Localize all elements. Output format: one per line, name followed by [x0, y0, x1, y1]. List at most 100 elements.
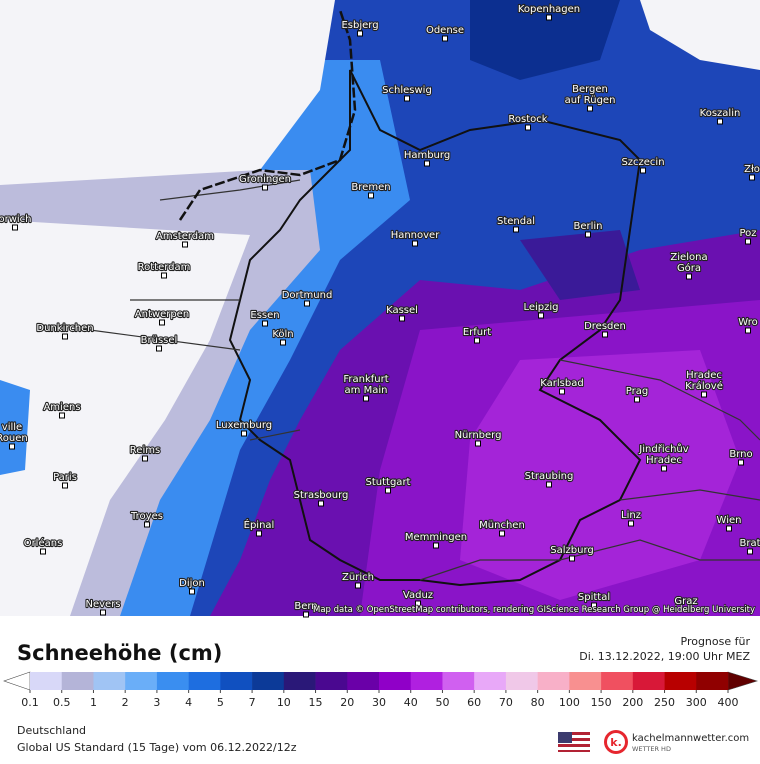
sea: [640, 0, 760, 70]
city-marker: [189, 588, 195, 595]
city-label: Hradec: [646, 455, 682, 466]
city-label: Luxemburg: [216, 420, 272, 431]
city-label: Épinal: [244, 518, 275, 531]
colorbar-tick-label: 80: [531, 696, 545, 709]
colorbar-tick-label: 5: [217, 696, 224, 709]
city-label: Erfurt: [463, 327, 491, 338]
colorbar-segment: [93, 672, 126, 690]
colorbar-tick-label: 15: [309, 696, 323, 709]
city-label: Kopenhagen: [518, 4, 580, 15]
colorbar-segment: [410, 672, 443, 690]
colorbar-tick-label: 60: [467, 696, 481, 709]
city-marker: [442, 35, 448, 42]
city-marker: [475, 440, 481, 447]
city-marker: [525, 124, 531, 131]
colorbar-tick-label: 250: [654, 696, 675, 709]
city-marker: [546, 14, 552, 21]
city-marker: [738, 459, 744, 466]
city-label: Köln: [272, 329, 293, 340]
city-label: Orléans: [24, 537, 63, 549]
city-marker: [368, 192, 374, 199]
city-marker: [559, 388, 565, 395]
brand-logo: [607, 733, 625, 751]
colorbar-tick-label: 3: [153, 696, 160, 709]
city-label: Antwerpen: [135, 309, 189, 320]
city-label: Kassel: [386, 305, 418, 316]
city-label: Rotterdam: [138, 262, 191, 273]
city-label: Zielona: [670, 252, 707, 263]
colorbar-segment: [252, 672, 285, 690]
city-marker: [385, 487, 391, 494]
city-marker: [144, 521, 150, 528]
city-label: Jindřichův: [638, 443, 688, 455]
city-label: Dortmund: [282, 290, 333, 301]
city-label: am Main: [345, 385, 388, 396]
city-marker: [591, 602, 597, 609]
city-label: Straubing: [525, 471, 574, 482]
city-marker: [726, 525, 732, 532]
city-marker: [686, 273, 692, 280]
colorbar-tick-label: 20: [340, 696, 354, 709]
city-marker: [546, 481, 552, 488]
city-label: Brüssel: [141, 335, 178, 346]
snow-area: [470, 0, 620, 80]
colorbar-segment: [220, 672, 253, 690]
city-marker: [587, 105, 593, 112]
city-label: Reims: [130, 445, 160, 456]
city-marker: [628, 520, 634, 527]
colorbar-tick-label: 40: [404, 696, 418, 709]
city-label: Nürnberg: [455, 430, 502, 441]
colorbar-segment: [696, 672, 729, 690]
city-label: Graz: [674, 596, 697, 607]
city-marker: [161, 272, 167, 279]
city-marker: [355, 582, 361, 589]
city-marker: [745, 238, 751, 245]
city-label: Schleswig: [382, 85, 432, 96]
city-marker: [142, 455, 148, 462]
colorbar-segment: [632, 672, 665, 690]
forecast-label: Prognose für: [681, 635, 751, 648]
city-marker: [62, 482, 68, 489]
flag: [558, 732, 590, 752]
city-marker: [304, 300, 310, 307]
city-label: Amsterdam: [156, 231, 214, 242]
brand-name[interactable]: kachelmannwetter.com: [632, 733, 749, 744]
city-label: Góra: [677, 262, 701, 274]
city-marker: [12, 224, 18, 231]
colorbar-segment: [156, 672, 189, 690]
city-label: Memmingen: [405, 532, 467, 543]
city-marker: [415, 600, 421, 607]
city-label: Zło: [744, 164, 760, 175]
city-label: Prag: [626, 386, 648, 397]
city-marker: [262, 184, 268, 191]
brand-logo-letter: k.: [610, 736, 622, 749]
borders: [89, 9, 760, 587]
colorbar-segment: [505, 672, 538, 690]
city-label: Odense: [426, 25, 464, 36]
city-label: Nevers: [85, 599, 120, 610]
city-label: Berlin: [573, 221, 602, 232]
city-marker: [513, 226, 519, 233]
city-label: Bergen: [572, 84, 608, 95]
colorbar-tick-label: 100: [559, 696, 580, 709]
city-marker: [745, 327, 751, 334]
city-marker: [640, 167, 646, 174]
city-label: Zürich: [342, 572, 374, 583]
city-label: Frankfurt: [343, 374, 388, 385]
city-marker: [749, 174, 755, 181]
colorbar-segment: [347, 672, 380, 690]
city-label: Essen: [250, 310, 279, 321]
city-marker: [412, 240, 418, 247]
colorbar-segment: [601, 672, 634, 690]
colorbar-tick-label: 1: [90, 696, 97, 709]
city-label: auf Rügen: [565, 95, 616, 106]
city-marker: [62, 333, 68, 340]
city-label: Paris: [53, 472, 77, 483]
city-label: Dresden: [584, 321, 626, 332]
colorbar-segment: [283, 672, 316, 690]
city-marker: [585, 231, 591, 238]
forecast-time: Di. 13.12.2022, 19:00 Uhr MEZ: [579, 650, 750, 663]
city-label: Dijon: [179, 578, 205, 589]
city-marker: [433, 542, 439, 549]
city-marker: [404, 95, 410, 102]
